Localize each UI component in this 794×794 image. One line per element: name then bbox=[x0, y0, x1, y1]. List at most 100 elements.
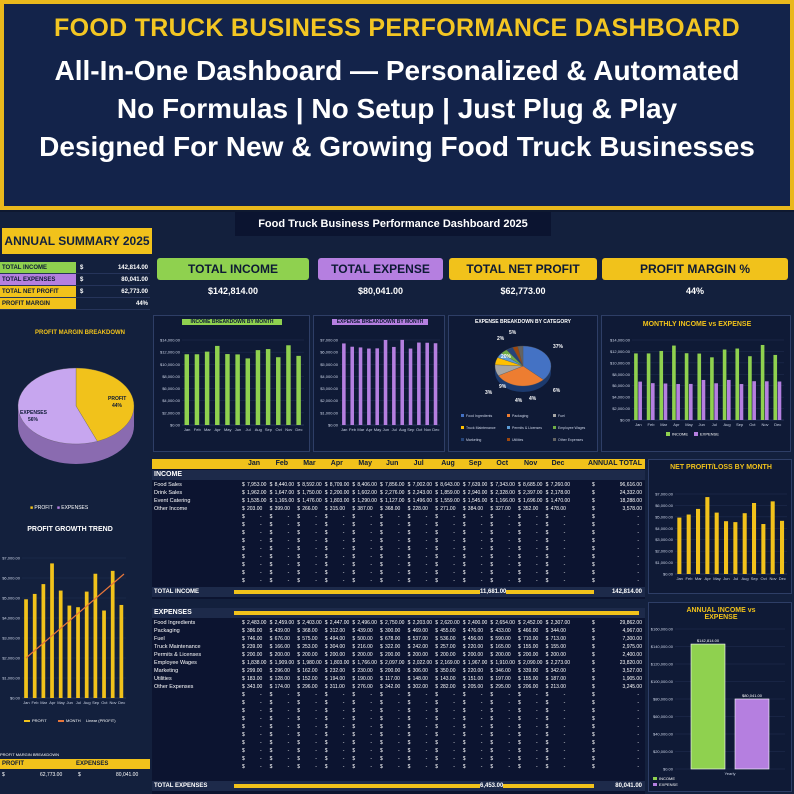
cell-value: 296.00 bbox=[274, 668, 290, 674]
cell-sign: $ bbox=[435, 764, 438, 770]
cell-value: 2,750.00 bbox=[385, 620, 405, 626]
cell-value: 433.00 bbox=[495, 628, 511, 634]
legend-label: Truck Maintenance bbox=[466, 426, 496, 430]
cell-sign: $ bbox=[435, 660, 438, 666]
cell-sign: $ bbox=[380, 578, 383, 584]
bar bbox=[748, 356, 752, 420]
cell-dash: - bbox=[637, 514, 639, 520]
cell-dash: - bbox=[260, 538, 262, 544]
cell-sign: $ bbox=[407, 522, 411, 528]
cell-sign: $ bbox=[297, 668, 300, 674]
cell-dash: - bbox=[398, 756, 400, 762]
cell-dash: - bbox=[563, 578, 566, 584]
expense-by-month-title: EXPENSE BREAKDOWN BY MONTH bbox=[332, 319, 428, 325]
cell-sign: $ bbox=[242, 764, 245, 770]
bottom-sign-1: $ bbox=[2, 772, 5, 778]
cell-sign: $ bbox=[462, 660, 466, 666]
cell-value: 2,328.00 bbox=[495, 490, 515, 496]
cell-sign: $ bbox=[269, 562, 273, 568]
cell-dash: - bbox=[563, 514, 566, 520]
cell-value: 311.00 bbox=[329, 684, 345, 690]
expense-row-name: Food Ingredients bbox=[154, 620, 196, 626]
cell-sign: $ bbox=[297, 764, 300, 770]
y-tick-label: $5,000.00 bbox=[655, 514, 674, 519]
cell-sign: $ bbox=[380, 482, 383, 488]
cell-dash: - bbox=[260, 740, 262, 746]
y-tick-label: $60,000.00 bbox=[653, 714, 674, 719]
legend-label: Employee Wages bbox=[558, 426, 586, 430]
cell-dash: - bbox=[453, 522, 455, 528]
summary-row-label: TOTAL NET PROFIT bbox=[0, 286, 76, 297]
y-tick-label: $5,000.00 bbox=[320, 362, 339, 367]
cell-sign: $ bbox=[518, 652, 521, 658]
expense-table: EXPENSES Food Ingredients $2,483.00 $2,459… bbox=[152, 608, 645, 794]
cell-dash: - bbox=[637, 756, 639, 762]
cell-value: 213.00 bbox=[550, 684, 566, 690]
cell-sign: $ bbox=[592, 482, 595, 488]
cell-value: 200.00 bbox=[385, 668, 401, 674]
cell-dash: - bbox=[342, 562, 345, 568]
bar bbox=[342, 343, 346, 425]
bar bbox=[663, 383, 668, 420]
y-tick-label: $1,000.00 bbox=[655, 560, 674, 565]
cell-sign: $ bbox=[462, 676, 466, 682]
cell-sign: $ bbox=[324, 570, 328, 576]
row-total: 2,975.00 bbox=[622, 644, 642, 650]
cell-sign: $ bbox=[490, 530, 494, 536]
cell-dash: - bbox=[342, 724, 345, 730]
cell-sign: $ bbox=[545, 716, 549, 722]
bar bbox=[32, 593, 37, 698]
cell-value: 312.00 bbox=[329, 628, 346, 634]
legend-swatch bbox=[461, 414, 464, 417]
cell-sign: $ bbox=[352, 570, 356, 576]
cell-dash: - bbox=[315, 708, 317, 714]
bar bbox=[41, 584, 46, 698]
cell-sign: $ bbox=[407, 732, 411, 738]
cell-dash: - bbox=[563, 530, 566, 536]
cell-value: 575.00 bbox=[302, 636, 318, 642]
cell-sign: $ bbox=[269, 700, 273, 706]
cell-sign: $ bbox=[269, 748, 273, 754]
cell-sign: $ bbox=[462, 554, 466, 560]
cell-dash: - bbox=[425, 748, 428, 754]
cell-sign: $ bbox=[518, 482, 521, 488]
cell-value: 200.00 bbox=[467, 652, 484, 658]
cell-sign: $ bbox=[380, 652, 383, 658]
cell-sign: $ bbox=[352, 636, 356, 642]
cell-dash: - bbox=[480, 700, 483, 706]
cell-dash: - bbox=[287, 522, 290, 528]
cell-dash: - bbox=[342, 756, 345, 762]
cell-sign: $ bbox=[242, 692, 245, 698]
cell-dash: - bbox=[342, 716, 345, 722]
bottom-sign-2: $ bbox=[78, 772, 81, 778]
cell-sign: $ bbox=[462, 482, 466, 488]
cell-value: 327.00 bbox=[495, 506, 511, 512]
cell-sign: $ bbox=[242, 620, 245, 626]
cell-sign: $ bbox=[518, 562, 521, 568]
x-tick-label: Feb bbox=[349, 427, 357, 432]
cell-dash: - bbox=[453, 708, 455, 714]
y-tick-label: $4,000.00 bbox=[2, 616, 21, 621]
total-income-bar bbox=[234, 590, 594, 594]
cell-value: 117.00 bbox=[385, 676, 400, 682]
cell-sign: $ bbox=[592, 506, 595, 512]
cell-value: 8,709.00 bbox=[329, 482, 350, 488]
cell-sign: $ bbox=[352, 660, 356, 666]
pie-pct-label: 2% bbox=[497, 336, 505, 342]
cell-sign: $ bbox=[518, 668, 521, 674]
cell-dash: - bbox=[563, 562, 566, 568]
cell-value: 7,953.00 bbox=[247, 482, 267, 488]
income-table: Jan Feb Mar Apr May Jun Jul Aug Sep Oct Nov Dec ANNU… bbox=[152, 459, 645, 599]
cell-sign: $ bbox=[242, 570, 245, 576]
cell-sign: $ bbox=[242, 708, 245, 714]
cell-sign: $ bbox=[435, 732, 438, 738]
cell-dash: - bbox=[398, 538, 400, 544]
banner-line-3: Designed For New & Growing Food Truck Bu… bbox=[39, 131, 755, 162]
bar bbox=[689, 383, 693, 420]
cell-value: 368.00 bbox=[302, 628, 318, 634]
cell-sign: $ bbox=[545, 538, 549, 544]
cell-value: 155.00 bbox=[523, 644, 539, 650]
cell-sign: $ bbox=[518, 756, 521, 762]
cell-sign: $ bbox=[380, 700, 383, 706]
summary-row-label: PROFIT MARGIN bbox=[0, 298, 76, 309]
